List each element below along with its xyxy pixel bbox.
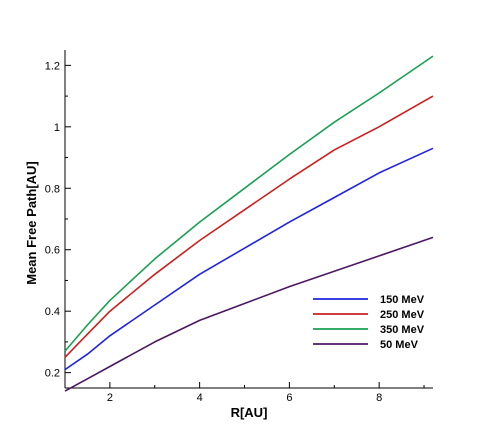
legend-label-150-mev: 150 MeV: [380, 294, 425, 306]
series-line-350-mev: [64, 55, 434, 352]
legend-label-350-mev: 350 MeV: [380, 324, 425, 336]
series-line-150-mev: [64, 147, 434, 371]
y-tick-label: 1.2: [45, 60, 60, 72]
x-tick-label: 2: [107, 392, 113, 404]
y-tick-label: 0.4: [45, 306, 60, 318]
axes: 2 4 6 8 0.2 0.4 0.6 0.8 1 1.2: [45, 50, 433, 404]
series-layer: [64, 55, 434, 392]
y-tick-label: 1: [54, 122, 60, 134]
y-tick-label: 0.8: [45, 183, 60, 195]
x-tick-label: 8: [376, 392, 382, 404]
legend: 150 MeV 250 MeV 350 MeV 50 MeV: [313, 294, 425, 351]
y-tick-label: 0.6: [45, 245, 60, 257]
x-axis-title: R[AU]: [231, 405, 268, 420]
series-line-250-mev: [64, 95, 434, 358]
series-line-50-mev: [64, 236, 434, 392]
x-tick-label: 4: [197, 392, 203, 404]
y-tick-label: 0.2: [45, 368, 60, 380]
x-tick-label: 6: [286, 392, 292, 404]
legend-label-250-mev: 250 MeV: [380, 309, 425, 321]
legend-label-50-mev: 50 MeV: [380, 339, 419, 351]
y-axis-title: Mean Free Path[AU]: [24, 161, 39, 285]
